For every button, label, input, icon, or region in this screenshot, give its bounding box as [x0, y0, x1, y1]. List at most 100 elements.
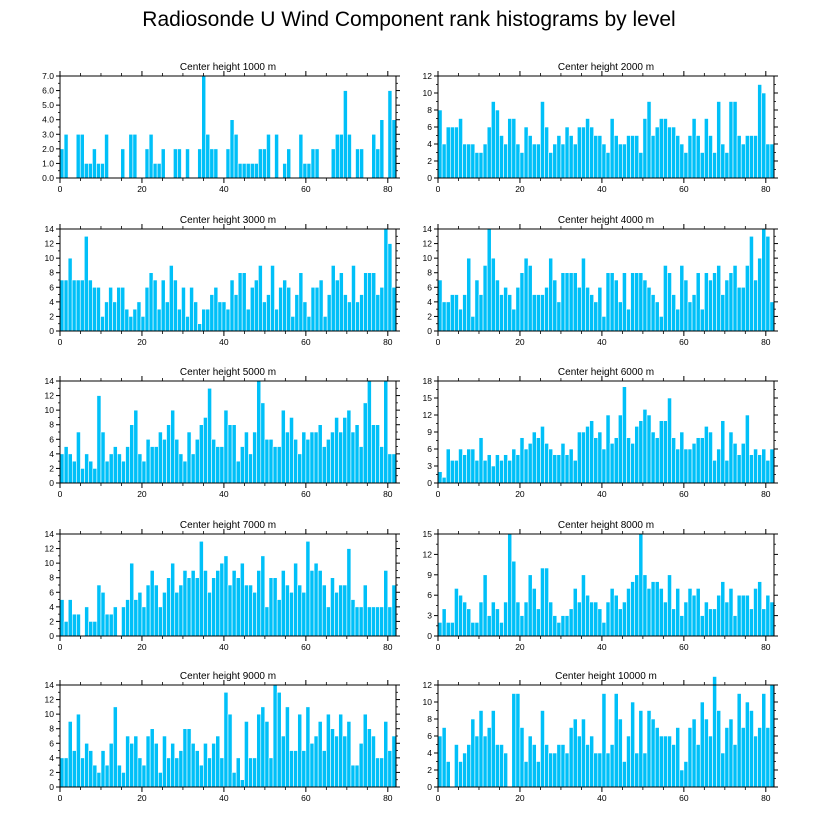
bar — [153, 584, 159, 637]
bar — [712, 676, 717, 788]
bar — [585, 744, 590, 788]
bar — [117, 764, 122, 788]
bar — [162, 735, 167, 788]
bar — [137, 591, 143, 637]
bar — [515, 286, 521, 332]
bar — [254, 163, 259, 179]
bar — [141, 606, 147, 637]
x-tick-label: 60 — [679, 642, 689, 652]
bar — [601, 316, 607, 332]
bar — [753, 135, 758, 179]
bar — [679, 769, 685, 788]
x-tick-label: 20 — [515, 489, 525, 499]
bar — [383, 380, 389, 484]
bar — [282, 163, 287, 179]
bar — [474, 735, 480, 788]
bar — [728, 718, 734, 788]
x-tick-label: 0 — [436, 184, 441, 194]
bar — [248, 453, 253, 484]
bar — [63, 133, 69, 179]
bar — [185, 316, 190, 332]
bar — [313, 562, 319, 637]
bar — [605, 152, 611, 179]
bar — [354, 424, 360, 484]
y-tick-label: 10 — [423, 697, 433, 707]
bar — [144, 286, 150, 332]
bar — [687, 727, 693, 788]
bar — [613, 135, 619, 179]
bar — [178, 750, 184, 788]
bar — [298, 272, 304, 332]
bar — [642, 409, 648, 484]
bar — [511, 308, 517, 332]
bar — [112, 446, 118, 484]
bar — [585, 426, 590, 484]
bar — [622, 386, 627, 484]
bar — [683, 761, 689, 788]
bar — [474, 152, 480, 179]
bar — [478, 710, 484, 788]
panel-2: Center height 2000 m 0 2 4 6 8 10 12 0 20 40 60 80 — [423, 62, 778, 194]
bar — [362, 584, 368, 637]
x-tick-label: 20 — [515, 793, 525, 803]
bar — [679, 431, 685, 484]
bar — [761, 448, 767, 484]
bar — [577, 601, 582, 637]
bar — [59, 757, 65, 788]
bar — [162, 438, 167, 484]
bar — [499, 744, 504, 788]
bar — [552, 143, 558, 179]
bar — [454, 126, 459, 179]
bar — [241, 163, 247, 179]
bar — [568, 272, 574, 332]
bar — [223, 409, 229, 484]
bar — [207, 757, 212, 788]
bar — [289, 417, 294, 484]
bar — [581, 431, 586, 484]
bar — [298, 133, 304, 179]
bar — [96, 395, 102, 484]
y-tick-label: 6 — [49, 587, 54, 597]
bar — [445, 448, 451, 484]
bar — [132, 308, 138, 332]
bar — [761, 92, 767, 179]
bar — [638, 152, 644, 179]
bar — [391, 584, 397, 637]
bar — [334, 279, 340, 332]
bar — [190, 453, 196, 484]
bar — [556, 454, 562, 484]
bar — [474, 460, 480, 484]
bar — [716, 710, 722, 788]
bar — [285, 706, 290, 788]
bar — [339, 133, 344, 179]
bar — [728, 272, 734, 332]
bar — [189, 286, 194, 332]
bar — [71, 279, 77, 332]
bar — [272, 446, 278, 484]
x-tick-label: 40 — [219, 184, 229, 194]
bar — [609, 272, 615, 332]
bar — [233, 133, 239, 179]
bar — [342, 735, 348, 788]
bar — [314, 286, 320, 332]
panel-10: Center height 10000 m 0 2 4 6 8 10 12 0 20 40 60 80 — [423, 671, 778, 803]
bar — [330, 431, 335, 484]
bar — [490, 101, 496, 179]
x-tick-label: 40 — [597, 337, 607, 347]
bar — [306, 316, 312, 332]
bar — [617, 143, 623, 179]
bar — [470, 622, 476, 637]
bar — [531, 143, 537, 179]
bar — [133, 409, 139, 484]
bar — [478, 437, 484, 484]
y-tick-label: 8 — [49, 573, 54, 583]
bar — [350, 599, 356, 637]
bar — [367, 380, 372, 484]
bar — [231, 424, 237, 484]
y-tick-label: 10 — [423, 253, 433, 263]
bar — [458, 308, 463, 332]
bar — [650, 718, 656, 788]
bar — [769, 301, 775, 332]
bar — [387, 750, 393, 788]
bar — [552, 279, 558, 332]
